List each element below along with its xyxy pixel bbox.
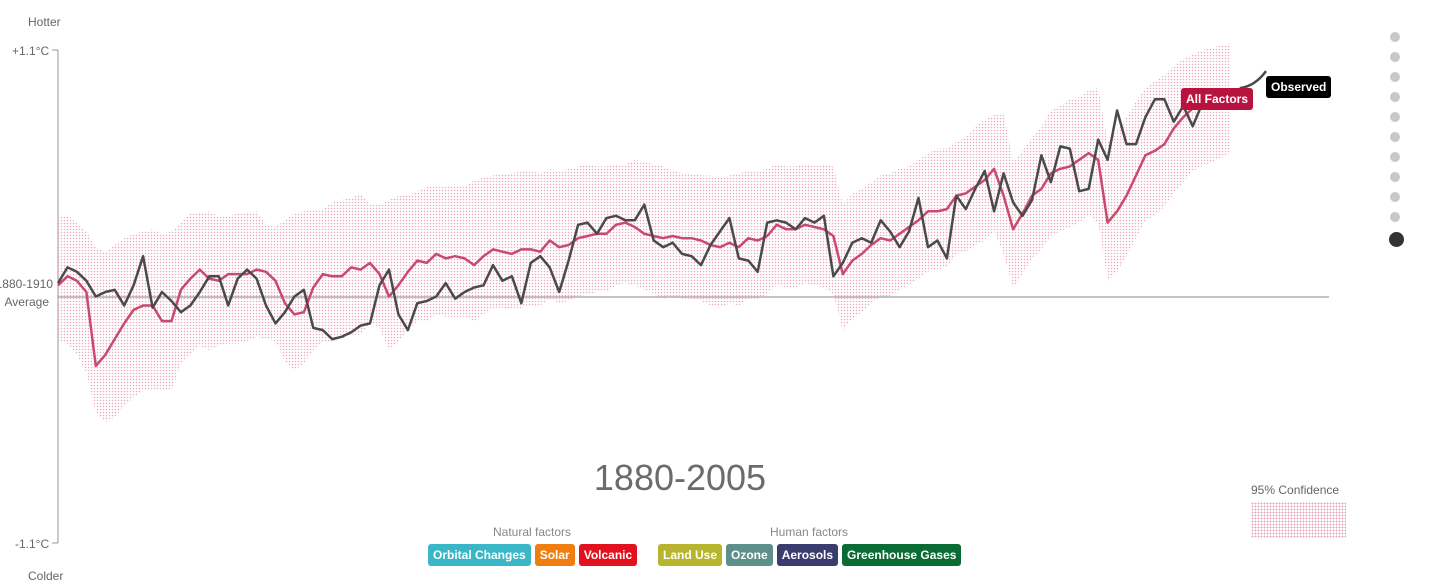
step-dot[interactable] [1390,212,1400,222]
natural-factors-title: Natural factors [493,525,572,539]
all-factors-series-line [57,91,1232,368]
y-tick-bottom: -1.1°C [15,537,49,551]
observed-tag-connector [1239,70,1268,90]
step-dot[interactable] [1390,132,1400,142]
series-layer [56,70,1268,368]
human-factors-title: Human factors [770,525,849,539]
baseline-label-period: 1880-1910 [0,277,53,291]
y-tick-top: +1.1°C [12,44,49,58]
step-dot[interactable] [1390,172,1400,182]
step-dot[interactable] [1390,72,1400,82]
confidence-legend-label: 95% Confidence [1251,483,1340,497]
orbital-changes-button[interactable]: Orbital Changes [428,544,531,566]
year-range-label: 1880-2005 [594,457,766,498]
natural-factors-legend: Orbital Changes Solar Volcanic [428,544,638,566]
solar-button[interactable]: Solar [534,544,575,566]
volcanic-button[interactable]: Volcanic [578,544,638,566]
step-dot[interactable] [1390,192,1400,202]
ozone-button[interactable]: Ozone [726,544,773,566]
confidence-legend-swatch [1251,502,1346,538]
human-factors-legend: Land Use Ozone Aerosols Greenhouse Gases [658,544,962,566]
step-dot[interactable] [1390,92,1400,102]
step-dot[interactable] [1390,152,1400,162]
land-use-button[interactable]: Land Use [658,544,723,566]
step-dot[interactable] [1390,112,1400,122]
baseline-label-average: Average [5,295,50,309]
y-bottom-label: Colder [28,569,63,583]
step-navigation [1389,32,1404,257]
step-dot[interactable] [1390,52,1400,62]
greenhouse-gases-button[interactable]: Greenhouse Gases [842,544,962,566]
aerosols-button[interactable]: Aerosols [776,544,839,566]
observed-tag: Observed [1266,76,1332,98]
step-dot[interactable] [1389,232,1404,247]
observed-series-line [56,87,1242,341]
step-dot[interactable] [1390,32,1400,42]
y-top-label: Hotter [28,15,61,29]
all-factors-tag: All Factors [1181,88,1254,110]
